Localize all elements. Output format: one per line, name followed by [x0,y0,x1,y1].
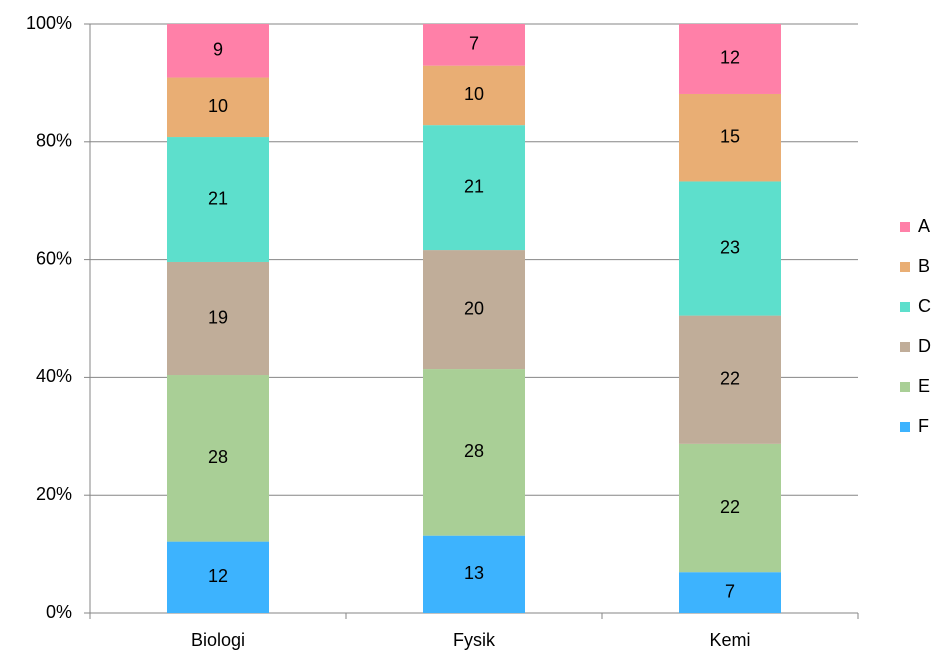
x-tick-label: Biologi [191,630,245,650]
bar-segment [679,93,781,182]
data-label: 28 [208,447,228,467]
data-label: 23 [720,237,740,257]
bar-segment [167,375,269,542]
bar-segment [423,24,525,66]
data-label: 9 [213,40,223,60]
data-label: 19 [208,307,228,327]
data-label: 28 [464,441,484,461]
bar-segment [167,137,269,262]
legend-label: F [918,416,929,436]
bar-segment [167,24,269,78]
bar-segment [423,535,525,613]
y-tick-label: 80% [36,131,72,151]
legend-swatch [900,302,910,312]
bar-segment [679,24,781,94]
legend-label: D [918,336,931,356]
legend-swatch [900,262,910,272]
y-tick-label: 100% [26,13,72,33]
legend-label: B [918,256,930,276]
y-tick-label: 0% [46,602,72,622]
data-label: 7 [725,581,735,601]
bar-segment [167,541,269,613]
bar-segment [423,65,525,126]
legend-label: E [918,376,930,396]
legend-label: A [918,216,930,236]
legend-swatch [900,342,910,352]
x-tick-label: Kemi [709,630,750,650]
legend-swatch [900,222,910,232]
data-label: 12 [720,48,740,68]
bar-segment [423,125,525,251]
data-label: 22 [720,368,740,388]
y-tick-label: 20% [36,484,72,504]
data-label: 21 [208,188,228,208]
legend-swatch [900,422,910,432]
bar-segment [679,315,781,444]
y-tick-label: 40% [36,366,72,386]
data-label: 22 [720,497,740,517]
bar-segment [679,181,781,316]
bar-segment [423,369,525,536]
data-label: 13 [464,563,484,583]
data-label: 12 [208,566,228,586]
data-label: 15 [720,126,740,146]
legend-label: C [918,296,931,316]
data-label: 10 [208,96,228,116]
bar-segment [679,572,781,613]
data-label: 21 [464,176,484,196]
bar-segment [679,443,781,573]
bar-segment [167,261,269,376]
legend-swatch [900,382,910,392]
data-label: 20 [464,298,484,318]
data-label: 10 [464,84,484,104]
y-tick-label: 60% [36,248,72,268]
bar-segment [167,77,269,138]
data-label: 7 [469,34,479,54]
x-tick-label: Fysik [453,630,496,650]
bar-segment [423,250,525,370]
